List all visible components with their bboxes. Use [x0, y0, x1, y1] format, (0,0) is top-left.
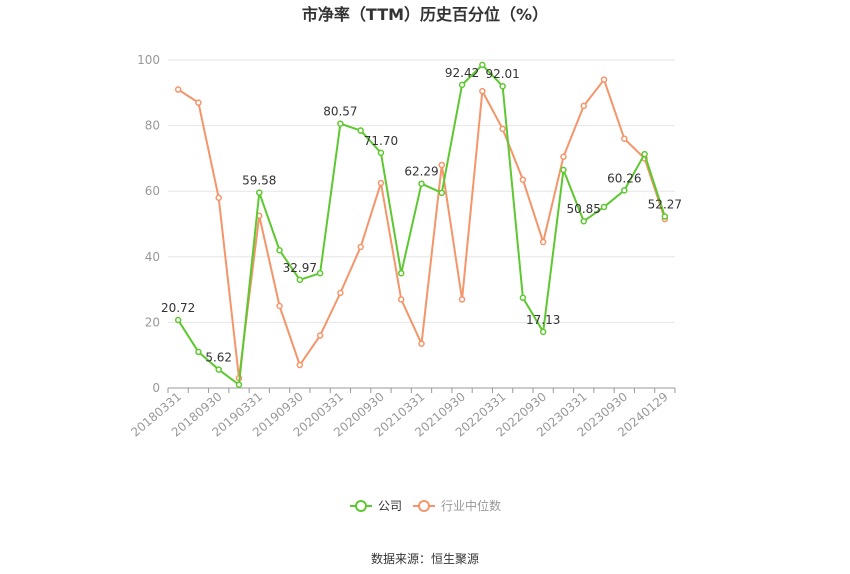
source-note: 数据来源：恒生聚源 [371, 551, 479, 566]
data-point[interactable] [580, 102, 587, 110]
data-point[interactable] [195, 348, 202, 356]
legend-label: 公司 [378, 499, 402, 513]
legend-marker [355, 500, 367, 512]
data-point[interactable] [357, 243, 364, 251]
legend-item-industry-median[interactable]: 行业中位数 [413, 498, 501, 513]
data-label: 59.58 [242, 174, 276, 188]
data-point[interactable] [276, 246, 283, 254]
data-point[interactable] [337, 289, 344, 297]
data-point[interactable] [621, 135, 628, 142]
series-industry-median [174, 76, 669, 382]
data-point[interactable] [357, 127, 364, 134]
data-point[interactable] [418, 340, 425, 347]
data-point[interactable] [458, 296, 466, 303]
data-point[interactable] [519, 294, 527, 302]
data-labels: 20.72 5.62 59.58 32.97 80.57 71.70 62.29 92.42 9… [161, 66, 682, 365]
data-point[interactable] [296, 276, 304, 284]
data-label: 17.13 [526, 313, 560, 327]
grid [168, 59, 675, 323]
y-tick-label: 0 [152, 381, 160, 395]
data-point[interactable] [316, 332, 324, 339]
data-point[interactable] [256, 189, 263, 196]
y-tick-label: 80 [145, 119, 160, 133]
chart-title: 市净率（TTM）历史百分位（%） [302, 5, 548, 24]
data-point[interactable] [519, 176, 527, 183]
data-label: 50.85 [567, 202, 601, 216]
y-tick-label: 60 [145, 184, 160, 198]
data-point[interactable] [499, 125, 506, 133]
data-label: 52.27 [648, 198, 682, 212]
y-axis: 0 20 40 60 80 100 [137, 53, 160, 395]
data-label: 32.97 [283, 261, 317, 275]
data-label: 92.01 [485, 67, 519, 81]
data-point[interactable] [235, 381, 243, 388]
y-tick-label: 40 [145, 250, 160, 264]
data-point[interactable] [641, 150, 648, 158]
data-point[interactable] [418, 180, 425, 187]
data-label: 20.72 [161, 301, 195, 315]
series-company [174, 61, 669, 388]
data-label: 92.42 [445, 66, 479, 80]
data-label: 71.70 [364, 134, 398, 148]
data-point[interactable] [397, 269, 405, 277]
data-point[interactable] [215, 194, 222, 202]
data-point[interactable] [438, 189, 446, 197]
data-point[interactable] [560, 153, 567, 161]
data-label: 60.26 [607, 171, 641, 185]
data-point[interactable] [539, 328, 547, 336]
data-point[interactable] [479, 87, 486, 95]
data-point[interactable] [296, 361, 304, 369]
data-point[interactable] [560, 166, 567, 174]
data-point[interactable] [580, 217, 587, 225]
x-axis: 2018033120180930201903312019093020200331… [128, 387, 676, 440]
data-point[interactable] [316, 269, 324, 277]
data-point[interactable] [458, 81, 466, 89]
data-point[interactable] [621, 187, 628, 194]
data-point[interactable] [539, 238, 547, 246]
data-point[interactable] [479, 61, 486, 69]
series-line [177, 78, 666, 380]
legend-item-company[interactable]: 公司 [350, 499, 402, 513]
data-point[interactable] [276, 302, 283, 310]
data-point[interactable] [215, 366, 222, 373]
data-point[interactable] [377, 179, 385, 187]
legend[interactable]: 公司 行业中位数 [350, 498, 501, 513]
data-point[interactable] [174, 316, 182, 324]
data-point[interactable] [397, 296, 405, 303]
data-point[interactable] [600, 76, 608, 83]
data-label: 62.29 [404, 165, 438, 179]
data-point[interactable] [337, 120, 344, 127]
data-point[interactable] [438, 161, 446, 169]
legend-label: 行业中位数 [441, 498, 501, 513]
data-label: 5.62 [205, 351, 232, 365]
y-tick-label: 100 [137, 53, 160, 67]
data-label: 80.57 [323, 105, 357, 119]
data-point[interactable] [174, 86, 182, 93]
y-tick-label: 20 [145, 315, 160, 329]
data-point[interactable] [499, 82, 506, 90]
data-point[interactable] [195, 99, 202, 106]
legend-marker [418, 500, 430, 512]
data-point[interactable] [377, 149, 385, 157]
series-layer [174, 61, 669, 388]
data-point[interactable] [600, 203, 608, 211]
data-point[interactable] [661, 213, 669, 220]
